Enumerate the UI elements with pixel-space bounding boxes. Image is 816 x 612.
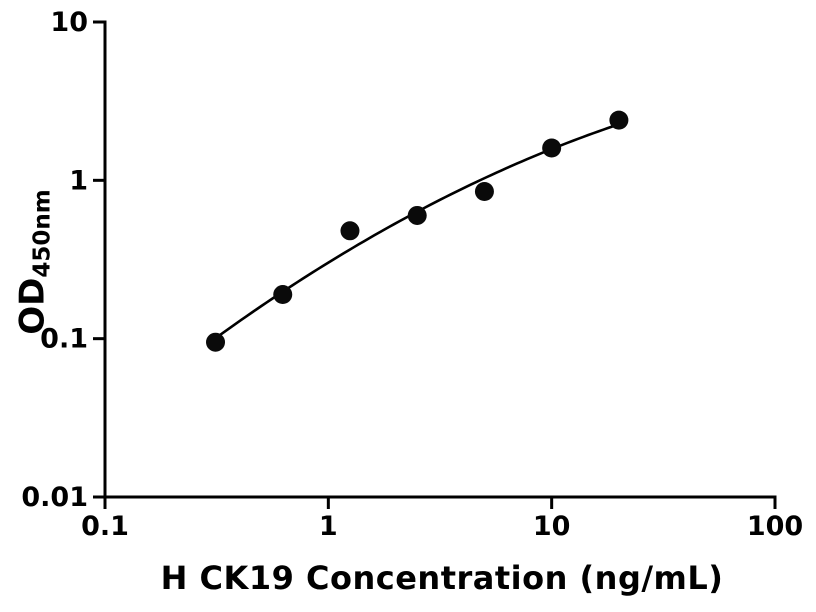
x-tick-label: 100 — [747, 511, 803, 542]
data-point — [206, 332, 226, 352]
data-point — [609, 110, 629, 130]
y-tick-label: 1 — [69, 165, 88, 196]
y-axis-title: OD450nm — [13, 189, 56, 335]
fit-curve — [209, 123, 620, 343]
data-point — [542, 138, 562, 158]
x-tick-label: 1 — [319, 511, 338, 542]
data-point — [407, 205, 427, 225]
data-point — [273, 285, 293, 305]
y-axis-title-main: OD — [12, 277, 53, 335]
y-tick-label: 0.1 — [40, 324, 88, 355]
y-tick-label: 0.01 — [21, 482, 88, 513]
y-axis-title-subscript: 450nm — [29, 189, 56, 278]
x-tick-label: 0.1 — [81, 511, 129, 542]
y-tick-label: 10 — [50, 7, 88, 38]
x-tick-label: 10 — [533, 511, 571, 542]
data-point — [474, 182, 494, 202]
x-axis-title: H CK19 Concentration (ng/mL) — [160, 559, 724, 597]
data-point — [340, 221, 360, 241]
